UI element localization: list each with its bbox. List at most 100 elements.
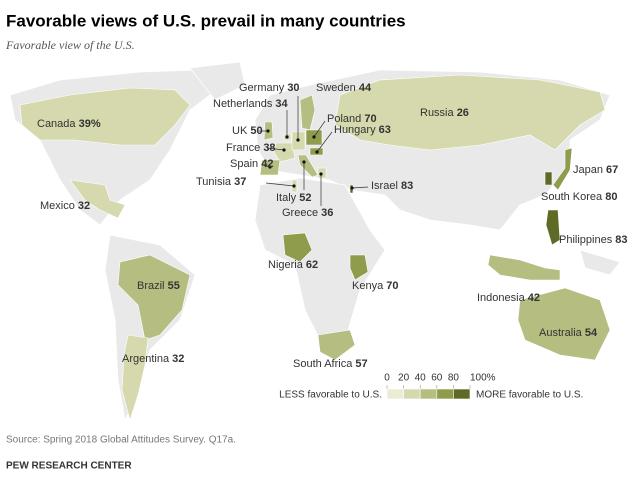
country-name: Kenya [352,280,384,292]
country [121,334,149,422]
country [334,74,606,151]
leader-dot [296,138,300,142]
legend-low: LESS favorable to U.S. [279,390,382,401]
leader-dot [292,184,296,188]
value-label: 54 [585,327,598,339]
land [189,61,246,101]
legend-swatch [453,388,471,400]
country-label: France 38 [226,142,276,154]
country-name: Nigeria [268,259,304,271]
value-label: 63 [379,124,391,136]
countries: Canada 39% Mexico 32 Brazil 55 Argentina 32… [19,74,628,422]
country-label: Nigeria 62 [268,259,318,271]
value-label: 36 [321,207,333,219]
country-label: Japan 67 [573,164,618,176]
country [545,209,561,246]
legend-tick-label: 60 [431,373,443,384]
country-name: Indonesia [477,292,526,304]
country-label: UK 50 [232,125,263,137]
country-label: Brazil 55 [137,280,180,292]
value-label: 42 [261,158,273,170]
country-label: Israel 83 [371,180,413,192]
legend-tick-label: 20 [398,373,410,384]
country-label: Sweden 44 [316,82,372,94]
legend-swatch [403,388,421,400]
legend-tick-label: 100% [470,373,496,384]
land [579,249,621,276]
value-label: 37 [234,176,246,188]
value-label: 38 [263,142,275,154]
country-label: Tunisia 37 [196,176,246,188]
country-label: Netherlands 34 [213,98,289,110]
value-label: 80 [605,191,617,203]
country-name: Italy [276,192,297,204]
country [19,87,191,146]
country-label: South Korea 80 [541,191,617,203]
country-label: Germany 30 [239,82,300,94]
legend-tick-label: 40 [415,373,427,384]
country [487,254,561,281]
subtitle: Favorable view of the U.S. [5,38,135,52]
country-name: France [226,142,260,154]
value-label: 26 [457,107,469,119]
country-label: Poland 70 [327,113,377,125]
country-name: Australia [539,327,583,339]
source: Source: Spring 2018 Global Attitudes Sur… [6,435,236,446]
value-label: 67 [606,164,618,176]
country-name: Japan [573,164,603,176]
country-label: Australia 54 [539,327,598,339]
country [282,232,313,263]
country-label: Hungary 63 [334,124,391,136]
value-label: 42 [528,292,540,304]
country [317,329,356,361]
value-label: 57 [355,358,367,370]
country-name: Brazil [137,280,165,292]
leader-dot [268,165,272,169]
value-label: 83 [401,180,413,192]
legend-tick-label: 80 [448,373,460,384]
country-label: Canada 39% [37,118,101,130]
value-label: 52 [299,192,311,204]
value-label: 70 [386,280,398,292]
country [69,179,126,219]
country-name: Netherlands [213,98,273,110]
country-name: Greece [282,207,318,219]
value-label: 30 [287,82,299,94]
country [544,171,553,186]
legend-swatch [436,388,454,400]
value-label: 34 [275,98,288,110]
value-label: 83 [615,234,627,246]
value-label: 55 [168,280,180,292]
leader-line [265,182,295,187]
leader-dot [315,150,319,154]
leader-dot [312,135,316,139]
value-label: 70 [364,113,376,125]
legend-swatch [419,388,438,400]
country [517,287,611,361]
country [349,254,369,281]
country-name: Poland [327,113,361,125]
country-name: Tunisia [196,176,232,188]
country-name: Hungary [334,124,376,136]
value-label: 50 [250,125,262,137]
leader-dot [302,160,306,164]
country [273,142,296,163]
country-label: Greece 36 [282,207,333,219]
leader-line [316,131,333,153]
title: Favorable views of U.S. prevail in many … [6,11,406,30]
country-name: Germany [239,82,285,94]
value-label: 32 [78,200,90,212]
country-name: Israel [371,180,398,192]
leader-dot [319,172,323,176]
country-label: Spain 42 [230,158,273,170]
country-name: Russia [420,107,455,119]
value-label: 39% [79,118,101,130]
country-name: Spain [230,158,258,170]
footer: PEW RESEARCH CENTER [6,461,132,472]
country-label: Argentina 32 [122,353,184,365]
leader-line [351,186,369,189]
country-name: Philippines [559,234,613,246]
country-name: Argentina [122,353,170,365]
leader-dot [266,129,270,133]
